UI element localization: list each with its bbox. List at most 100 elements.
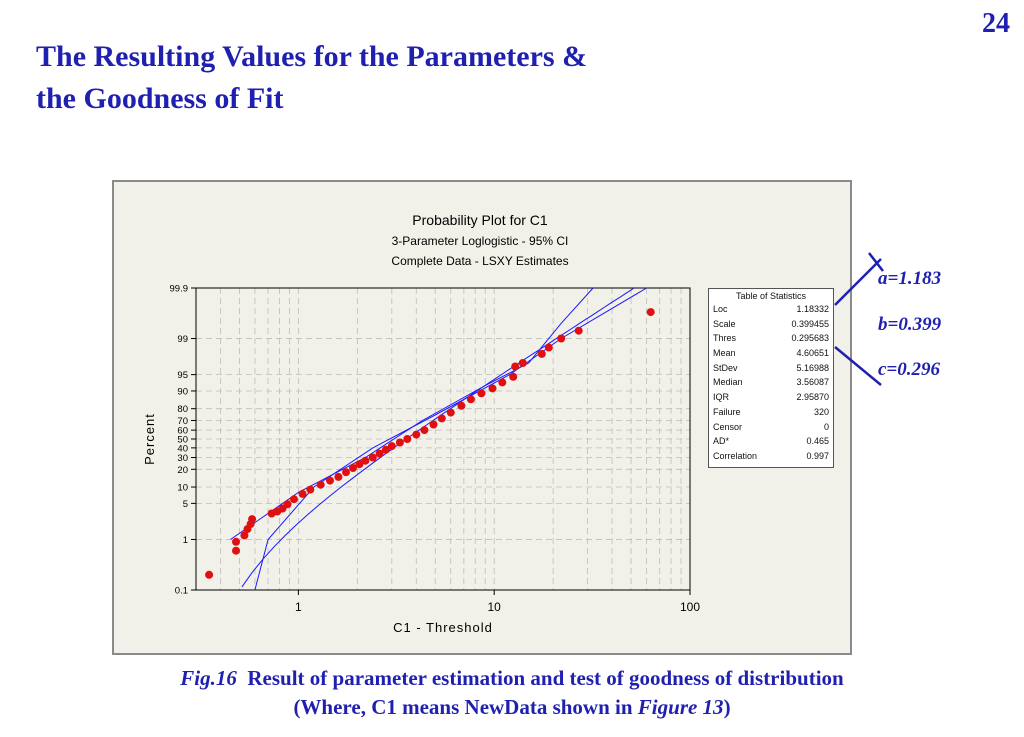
data-point: [557, 334, 566, 343]
y-tick-label: 95: [177, 370, 188, 381]
data-point: [429, 420, 438, 429]
statistics-row: AD* 0.465: [713, 434, 829, 449]
caption-figure-ref: Figure 13: [637, 695, 724, 719]
statistics-table-title: Table of Statistics: [735, 291, 807, 301]
data-point: [518, 359, 527, 367]
data-point: [511, 362, 520, 371]
statistics-label: Mean: [713, 348, 736, 359]
statistics-label: Correlation: [713, 450, 758, 461]
x-tick-label: 1: [295, 600, 302, 614]
statistics-row: IQR 2.95870: [713, 390, 829, 405]
fitted-line: [241, 288, 634, 588]
statistics-label: Failure: [713, 406, 741, 417]
data-point: [306, 485, 315, 494]
data-point: [283, 500, 292, 509]
statistics-label: Thres: [713, 333, 737, 344]
chart-subtitle-2: Complete Data - LSXY Estimates: [391, 254, 568, 268]
statistics-value: 320: [813, 406, 829, 417]
data-point: [466, 395, 475, 404]
y-tick-label: 70: [177, 416, 188, 427]
statistics-label: Scale: [713, 318, 736, 329]
caption-note-suffix: ): [723, 695, 731, 719]
x-axis-ticks: 1 10 100: [295, 590, 700, 614]
statistics-row: Mean 4.60651: [713, 346, 829, 361]
x-tick-label: 10: [488, 600, 502, 614]
data-point: [498, 378, 507, 387]
x-tick-label: 100: [680, 600, 700, 614]
data-point: [457, 401, 466, 410]
y-tick-label: 5: [183, 499, 188, 510]
y-tick-label: 1: [183, 535, 188, 546]
y-tick-label: 50: [177, 435, 188, 446]
slide-number: 24: [982, 8, 1010, 39]
y-tick-label: 90: [177, 386, 188, 397]
data-point: [298, 489, 307, 498]
statistics-value: 0.295683: [791, 333, 829, 344]
data-point: [205, 570, 214, 579]
data-point: [290, 495, 298, 504]
statistics-row: Median 3.56087: [713, 375, 829, 390]
y-tick-label: 80: [177, 404, 188, 415]
y-tick-label: 30: [177, 453, 188, 464]
caption-figure-label: Fig.16: [180, 666, 237, 690]
data-point: [381, 445, 390, 454]
caption-line-2: (Where, C1 means NewData shown in Figure…: [20, 693, 1004, 722]
statistics-row: StDev 5.16988: [713, 361, 829, 376]
statistics-row: Scale 0.399455: [713, 317, 829, 332]
data-point: [446, 408, 455, 417]
annotation-b: b=0.399: [878, 314, 942, 335]
chart-subtitle-1: 3-Parameter Loglogistic - 95% CI: [392, 234, 569, 248]
y-tick-label: 60: [177, 426, 188, 437]
y-tick-label: 10: [177, 483, 188, 494]
data-point: [326, 476, 334, 485]
annotation-bracket: [834, 252, 884, 386]
caption-line-1: Fig.16 Result of parameter estimation an…: [20, 664, 1004, 693]
ci-lower-bound: [254, 287, 647, 591]
statistics-row: Loc 1.18332: [713, 302, 829, 317]
data-point: [437, 414, 446, 423]
slide-title-line-2: the Goodness of Fit: [36, 82, 284, 115]
figure-caption: Fig.16 Result of parameter estimation an…: [20, 664, 1004, 722]
statistics-value: 1.18332: [796, 304, 829, 314]
data-point: [403, 435, 412, 443]
statistics-table: Table of Statistics Loc 1.18332 Scale 0.399…: [708, 288, 834, 468]
y-tick-label: 99: [177, 334, 188, 345]
data-point: [232, 546, 240, 555]
data-point: [334, 472, 343, 481]
annotation-a: a=1.183: [878, 268, 942, 289]
statistics-value: 0.399455: [791, 318, 829, 329]
statistics-label: IQR: [713, 392, 730, 403]
statistics-value: 0: [823, 421, 829, 432]
data-point: [387, 442, 396, 451]
data-point: [412, 430, 421, 439]
data-point: [509, 372, 518, 381]
slide-title-line-1: The Resulting Values for the Parameters …: [36, 40, 588, 73]
statistics-label: StDev: [713, 362, 738, 373]
caption-note-prefix: (Where, C1 means NewData shown in: [293, 695, 638, 719]
data-point: [349, 464, 357, 472]
statistics-label: Censor: [713, 421, 743, 432]
slide-title: The Resulting Values for the Parameters …: [36, 36, 796, 120]
statistics-label: Loc: [713, 304, 728, 314]
y-tick-label: 99.9: [170, 284, 189, 295]
statistics-value: 4.60651: [796, 348, 829, 359]
statistics-row: Censor 0: [713, 420, 829, 435]
x-axis-label: C1 - Threshold: [393, 620, 493, 635]
statistics-value: 3.56087: [796, 377, 829, 388]
annotation-c: c=0.296: [878, 359, 941, 380]
statistics-value: 0.465: [806, 436, 829, 447]
plot-grid: [195, 287, 690, 591]
data-point: [646, 308, 655, 317]
statistics-value: 5.16988: [796, 362, 829, 373]
data-point: [316, 480, 325, 489]
data-point: [355, 460, 364, 469]
statistics-value: 0.997: [806, 450, 829, 461]
statistics-value: 2.95870: [796, 392, 829, 403]
data-point: [574, 326, 583, 335]
probability-plot-panel: Probability Plot for C1 3-Parameter Logl…: [112, 180, 852, 655]
data-point: [395, 438, 404, 447]
chart-title: Probability Plot for C1: [412, 212, 548, 228]
data-point: [232, 537, 240, 546]
data-point: [342, 468, 350, 477]
y-axis-label: Percent: [142, 413, 157, 465]
